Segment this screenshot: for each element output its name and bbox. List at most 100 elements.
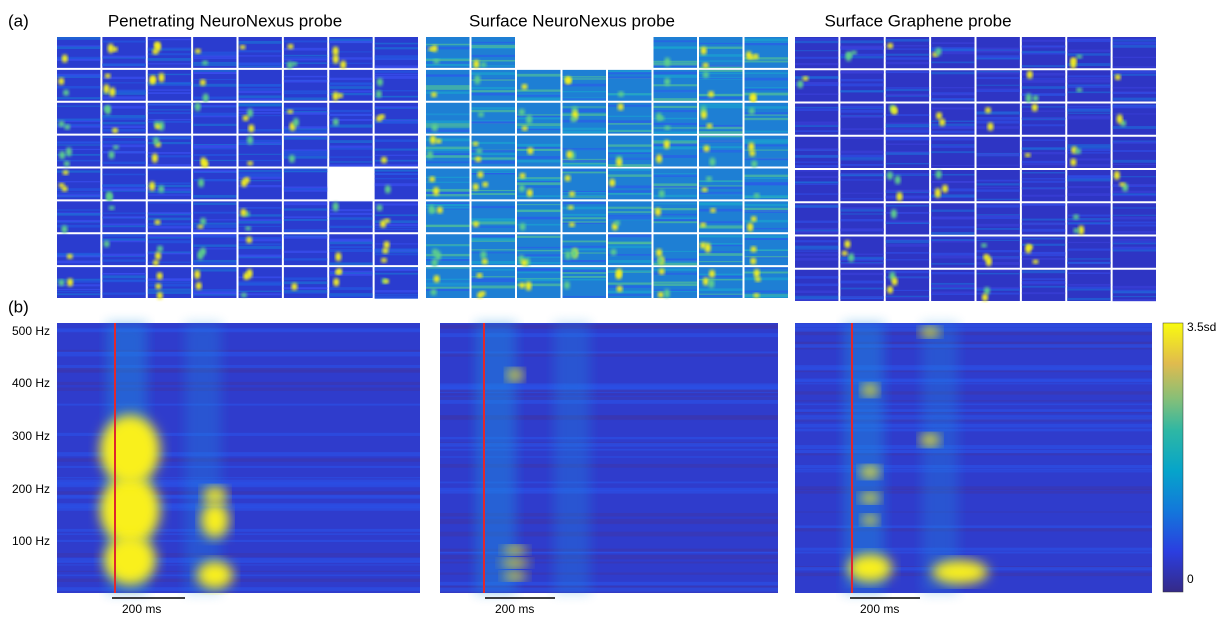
probe-tile — [57, 37, 101, 68]
tile-stripe — [562, 194, 606, 197]
tile-stripe — [976, 126, 1020, 129]
tile-stripe — [517, 182, 561, 185]
tile-stripe — [102, 92, 146, 95]
tile-blob — [845, 51, 852, 62]
tile-stripe — [976, 214, 1020, 216]
tile-stripe — [840, 45, 884, 49]
spectrogram-band — [440, 531, 778, 537]
spectrogram-band — [57, 553, 420, 555]
tile-stripe — [426, 46, 470, 50]
colorbar — [1162, 322, 1184, 593]
tile-stripe — [1021, 124, 1066, 127]
tile-stripe — [931, 61, 975, 64]
probe-tile — [795, 70, 839, 102]
spectrogram-band — [57, 349, 420, 352]
tile-blob — [195, 282, 202, 290]
tile-stripe — [193, 261, 237, 265]
tile-blob — [245, 226, 252, 231]
probe-tile — [238, 135, 282, 167]
tile-stripe — [1067, 115, 1111, 119]
panel-label: (a) — [8, 11, 29, 30]
tile-stripe — [608, 164, 652, 168]
tile-blob — [202, 93, 209, 103]
tile-stripe — [885, 71, 930, 73]
tile-stripe — [193, 267, 237, 269]
tile-stripe — [329, 209, 373, 212]
tile-stripe — [1067, 193, 1111, 196]
tile-stripe — [840, 115, 884, 118]
tile-stripe — [517, 178, 561, 182]
tile-stripe — [471, 157, 515, 160]
tile-stripe — [744, 267, 788, 269]
tile-stripe — [885, 222, 930, 224]
probe-tile — [562, 135, 606, 167]
tile-stripe — [840, 108, 884, 110]
tile-stripe — [426, 253, 470, 257]
probe-tile — [1021, 170, 1066, 202]
spectrogram-band — [795, 449, 1152, 454]
tile-blob — [985, 107, 992, 114]
tile-stripe — [147, 47, 192, 50]
probe-tile — [885, 70, 930, 102]
tile-stripe — [795, 298, 839, 301]
tile-stripe — [885, 114, 930, 117]
tile-blob — [563, 281, 570, 290]
tile-blob — [332, 91, 339, 101]
tile-stripe — [699, 288, 743, 292]
tile-stripe — [471, 276, 515, 278]
tile-stripe — [329, 293, 373, 297]
spectrogram-band — [57, 504, 420, 508]
tile-stripe — [885, 45, 930, 47]
tile-stripe — [1067, 117, 1111, 120]
tile-stripe — [517, 216, 561, 219]
tile-blob — [980, 243, 987, 248]
tile-stripe — [374, 95, 418, 98]
tile-stripe — [374, 70, 418, 73]
tile-stripe — [1112, 242, 1156, 245]
tile-blob — [753, 293, 760, 298]
tile-stripe — [374, 107, 418, 109]
spectrogram-band — [57, 387, 420, 392]
tile-bg — [1112, 37, 1156, 69]
tile-stripe — [1021, 93, 1066, 96]
tile-stripe — [795, 245, 839, 248]
tile-stripe — [1021, 80, 1066, 83]
tile-stripe — [1112, 246, 1156, 249]
probe-tile — [608, 135, 652, 168]
tile-blob — [475, 156, 482, 163]
tile-stripe — [840, 280, 884, 284]
tile-blob — [521, 83, 528, 90]
tile-stripe — [1112, 38, 1156, 40]
tile-blob — [709, 157, 716, 167]
tile-blob — [567, 205, 574, 210]
tile-stripe — [374, 220, 418, 224]
tile-stripe — [193, 64, 237, 66]
tile-blob — [1076, 87, 1083, 93]
tile-stripe — [653, 174, 697, 177]
tile-stripe — [329, 57, 373, 60]
spectrogram-band — [440, 448, 778, 451]
tile-stripe — [608, 120, 652, 124]
tile-stripe — [699, 253, 743, 256]
probe-tile — [426, 201, 470, 233]
tile-stripe — [238, 83, 282, 87]
probe-tile — [744, 201, 788, 233]
tile-stripe — [374, 272, 418, 275]
tile-stripe — [699, 202, 743, 206]
tile-stripe — [744, 41, 788, 43]
tile-stripe — [471, 221, 515, 223]
tile-stripe — [885, 277, 930, 279]
spectrogram-band — [440, 487, 778, 492]
tile-stripe — [885, 189, 930, 193]
tile-stripe — [931, 127, 975, 129]
tile-stripe — [193, 105, 237, 107]
tile-blob — [654, 207, 661, 216]
tile-stripe — [931, 209, 975, 212]
tile-stripe — [102, 234, 146, 237]
tile-stripe — [744, 144, 788, 147]
tile-stripe — [885, 93, 930, 97]
probe-tile — [744, 234, 788, 266]
tile-stripe — [426, 193, 470, 197]
tile-blob — [336, 267, 343, 275]
tile-blob — [476, 148, 483, 154]
